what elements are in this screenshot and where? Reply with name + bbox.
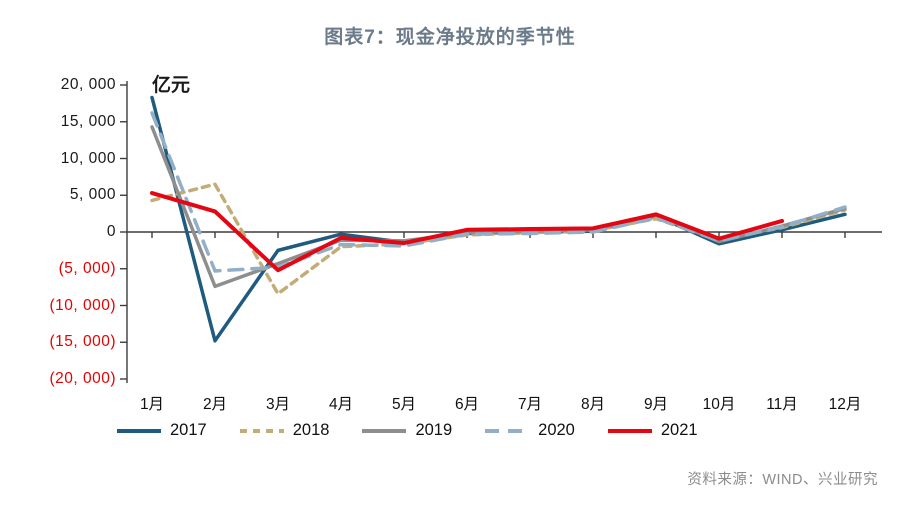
- legend-swatch-2021: [607, 428, 652, 433]
- y-tick-label: 0: [106, 223, 116, 240]
- y-axis-unit-label: 亿元: [152, 75, 191, 96]
- y-tick-label: 5, 000: [69, 186, 116, 204]
- y-tick-label: (5, 000): [58, 259, 116, 277]
- legend-label: 2019: [415, 421, 453, 439]
- legend-item-2017: 2017: [116, 421, 207, 440]
- y-tick-label: (15, 000): [49, 333, 116, 351]
- x-tick-label: 9月: [643, 396, 669, 413]
- legend: 2017 2018 2019 2020 2021: [116, 421, 730, 440]
- legend-swatch-2020: [485, 428, 530, 433]
- y-tick-label: (10, 000): [49, 296, 116, 314]
- y-tick-label: 15, 000: [60, 112, 116, 130]
- legend-swatch-2019: [362, 428, 407, 433]
- y-tick-label: 10, 000: [60, 149, 116, 167]
- y-tick-label: (20, 000): [49, 370, 116, 387]
- chart-title: 图表7：现金净投放的季节性: [324, 27, 576, 48]
- x-tick-label: 4月: [328, 396, 354, 413]
- legend-item-2020: 2020: [484, 421, 575, 440]
- legend-swatch-2018: [239, 428, 284, 433]
- source-note: 资料来源：WIND、兴业研究: [687, 472, 878, 488]
- x-tick-label: 8月: [580, 396, 606, 413]
- legend-item-2018: 2018: [239, 421, 330, 440]
- legend-swatch-2017: [117, 428, 161, 433]
- series-line-2021: [150, 191, 784, 273]
- legend-label: 2017: [170, 421, 207, 439]
- x-tick-label: 1月: [139, 396, 165, 413]
- y-tick-label: 20, 000: [60, 76, 116, 93]
- x-tick-label: 11月: [766, 396, 798, 413]
- x-tick-label: 12月: [828, 396, 862, 413]
- series-line-2020: [150, 111, 847, 273]
- series-line-2017: [150, 95, 847, 343]
- legend-label: 2021: [660, 421, 698, 439]
- legend-item-2019: 2019: [361, 421, 452, 440]
- x-tick-label: 2月: [202, 396, 228, 413]
- x-tick-label: 10月: [702, 396, 736, 413]
- x-tick-label: 5月: [391, 396, 417, 413]
- series-line-2019: [150, 125, 847, 289]
- x-tick-label: 7月: [517, 396, 543, 413]
- legend-label: 2020: [538, 421, 575, 439]
- x-tick-label: 3月: [265, 396, 291, 413]
- legend-item-2021: 2021: [607, 421, 698, 440]
- x-tick-label: 6月: [454, 396, 480, 413]
- legend-label: 2018: [292, 421, 330, 439]
